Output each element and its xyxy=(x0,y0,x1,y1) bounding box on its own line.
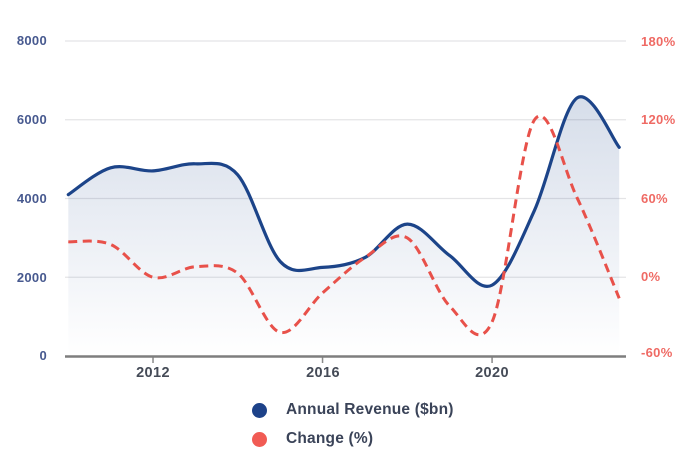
y-right-tick-label: -60% xyxy=(641,345,673,360)
legend-item-change[interactable]: Change (%) xyxy=(252,428,454,450)
x-tick-label: 2020 xyxy=(475,365,509,381)
change-line xyxy=(68,114,621,337)
legend-label: Change (%) xyxy=(286,430,374,447)
y-axis-left: 8000 6000 4000 2000 0 xyxy=(0,0,47,380)
y-left-tick-label: 2000 xyxy=(16,270,47,285)
y-right-tick-label: 180% xyxy=(641,34,676,49)
change-legend-dot-icon xyxy=(252,431,267,447)
legend-label: Annual Revenue ($bn) xyxy=(286,401,454,418)
x-tick-label: 2016 xyxy=(306,365,340,381)
y-left-tick-label: 4000 xyxy=(16,191,47,206)
y-right-tick-label: 60% xyxy=(641,191,668,206)
y-left-tick-label: 0 xyxy=(39,348,47,363)
x-axis: 2012 2016 2020 xyxy=(0,365,697,385)
y-left-tick-label: 6000 xyxy=(16,112,47,127)
legend-item-annual-revenue[interactable]: Annual Revenue ($bn) xyxy=(252,399,454,421)
x-axis-ticks xyxy=(152,357,493,363)
revenue-legend-dot-icon xyxy=(252,402,267,418)
revenue-area-fill xyxy=(68,96,620,356)
y-axis-right: 180% 120% 60% 0% -60% xyxy=(641,0,697,380)
y-right-tick-label: 120% xyxy=(641,112,676,127)
legend: Annual Revenue ($bn) Change (%) xyxy=(252,399,454,450)
x-tick-label: 2012 xyxy=(136,365,170,381)
y-left-tick-label: 8000 xyxy=(16,33,47,48)
y-right-tick-label: 0% xyxy=(641,269,661,284)
